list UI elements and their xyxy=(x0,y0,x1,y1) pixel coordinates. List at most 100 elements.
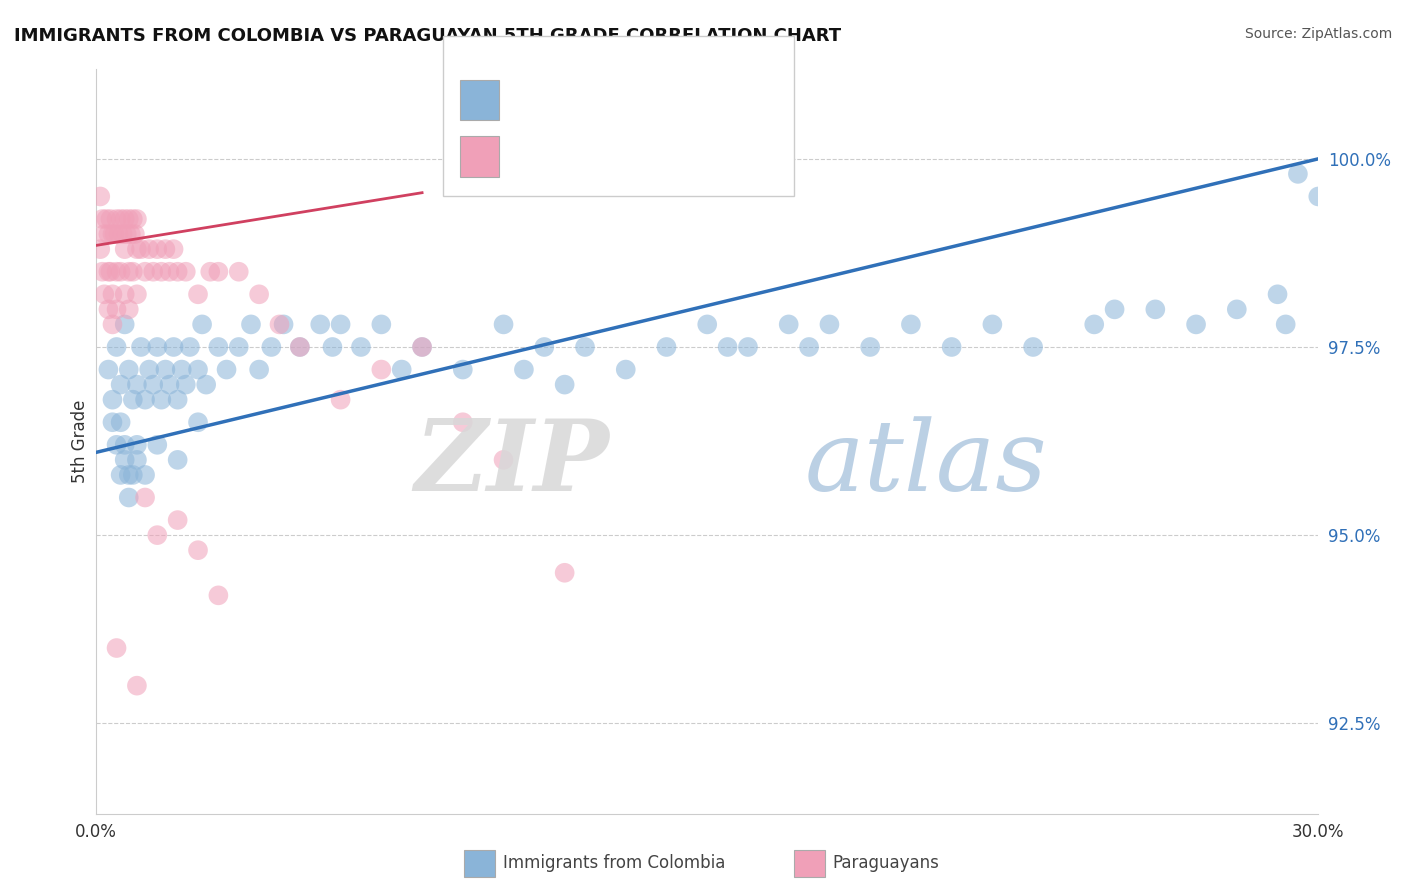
Point xyxy=(269,318,291,332)
Point xyxy=(114,438,136,452)
Point xyxy=(121,392,143,407)
Point xyxy=(93,287,115,301)
Text: atlas: atlas xyxy=(806,416,1047,511)
Point xyxy=(150,265,173,279)
Point xyxy=(1267,287,1289,301)
Point xyxy=(191,318,214,332)
Point xyxy=(118,302,141,317)
Point xyxy=(97,227,120,241)
Point xyxy=(134,467,156,482)
Point xyxy=(288,340,311,354)
Point xyxy=(533,340,555,354)
Point xyxy=(129,340,152,354)
Point xyxy=(125,287,148,301)
Text: Source: ZipAtlas.com: Source: ZipAtlas.com xyxy=(1244,27,1392,41)
Point xyxy=(247,287,270,301)
Point xyxy=(554,566,576,580)
Point xyxy=(288,340,311,354)
Text: R = 0.386   N = 82: R = 0.386 N = 82 xyxy=(510,82,695,100)
Text: R = 0.213   N = 68: R = 0.213 N = 68 xyxy=(510,143,695,161)
Point xyxy=(111,227,134,241)
Point xyxy=(101,415,124,429)
Point xyxy=(1144,302,1167,317)
Point xyxy=(170,362,193,376)
Point xyxy=(118,467,141,482)
Point xyxy=(114,242,136,256)
Point xyxy=(350,340,373,354)
Point xyxy=(134,265,156,279)
Point xyxy=(655,340,678,354)
Point xyxy=(89,189,111,203)
Point xyxy=(228,340,250,354)
Point xyxy=(100,212,122,227)
Point xyxy=(179,340,201,354)
Point xyxy=(150,392,173,407)
Point xyxy=(89,242,111,256)
Point xyxy=(1104,302,1126,317)
Point xyxy=(207,340,229,354)
Point xyxy=(859,340,882,354)
Point xyxy=(138,242,160,256)
Point xyxy=(97,302,120,317)
Point xyxy=(100,265,122,279)
Point xyxy=(146,438,169,452)
Point xyxy=(451,362,474,376)
Point xyxy=(411,340,433,354)
Point xyxy=(110,415,132,429)
Point xyxy=(118,212,141,227)
Point xyxy=(105,640,128,655)
Point xyxy=(1308,189,1330,203)
Point xyxy=(981,318,1004,332)
Point xyxy=(614,362,637,376)
Text: Paraguayans: Paraguayans xyxy=(832,855,939,872)
Point xyxy=(941,340,963,354)
Point xyxy=(101,392,124,407)
Text: Immigrants from Colombia: Immigrants from Colombia xyxy=(503,855,725,872)
Point xyxy=(125,377,148,392)
Text: IMMIGRANTS FROM COLOMBIA VS PARAGUAYAN 5TH GRADE CORRELATION CHART: IMMIGRANTS FROM COLOMBIA VS PARAGUAYAN 5… xyxy=(14,27,841,45)
Point xyxy=(146,340,169,354)
Point xyxy=(121,212,143,227)
Point xyxy=(114,453,136,467)
Y-axis label: 5th Grade: 5th Grade xyxy=(72,400,89,483)
Point xyxy=(103,227,125,241)
Point xyxy=(105,265,128,279)
Point xyxy=(101,227,124,241)
Point xyxy=(370,318,392,332)
Point xyxy=(107,227,129,241)
Point xyxy=(1286,167,1309,181)
Point xyxy=(200,265,222,279)
Point xyxy=(492,453,515,467)
Point xyxy=(260,340,283,354)
Point xyxy=(166,453,188,467)
Point xyxy=(195,377,218,392)
Point xyxy=(105,302,128,317)
Point xyxy=(411,340,433,354)
Point xyxy=(124,227,146,241)
Point xyxy=(240,318,263,332)
Point xyxy=(114,318,136,332)
Point xyxy=(228,265,250,279)
Point xyxy=(121,467,143,482)
Point xyxy=(1022,340,1045,354)
Point xyxy=(134,392,156,407)
Point xyxy=(121,265,143,279)
Point xyxy=(321,340,343,354)
Point xyxy=(115,227,138,241)
Point xyxy=(187,287,209,301)
Point xyxy=(142,377,165,392)
Point xyxy=(207,265,229,279)
Point xyxy=(166,265,188,279)
Point xyxy=(574,340,596,354)
Point xyxy=(110,377,132,392)
Point xyxy=(105,212,128,227)
Point xyxy=(159,265,181,279)
Point xyxy=(97,362,120,376)
Point xyxy=(155,242,177,256)
Point xyxy=(174,377,197,392)
Point xyxy=(797,340,820,354)
Point xyxy=(247,362,270,376)
Point xyxy=(818,318,841,332)
Point xyxy=(93,227,115,241)
Point xyxy=(129,242,152,256)
